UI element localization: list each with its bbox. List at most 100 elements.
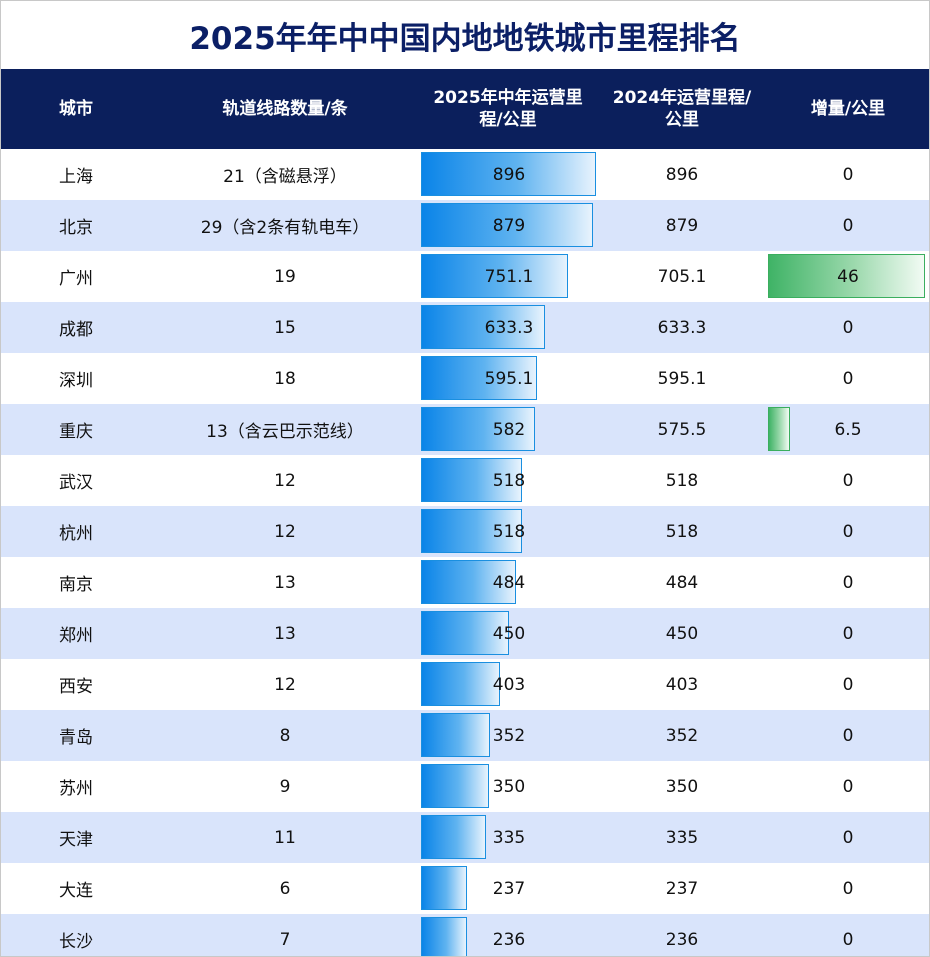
km2025-label: 350 <box>492 776 526 797</box>
km2025-label: 518 <box>492 470 526 491</box>
increase-cell: 0 <box>842 623 854 644</box>
km2025-label: 582 <box>492 419 526 440</box>
lines-cell: 19 <box>274 266 296 287</box>
table-title: 2025年年中中国内地地铁城市里程排名 <box>189 20 741 57</box>
km2024-cell: 518 <box>665 521 699 542</box>
table-row: 苏州 9 350 350 0 <box>1 761 929 812</box>
header-km2025: 2025年中年运营里 程/公里 <box>419 69 597 149</box>
km2025-bar <box>421 764 489 808</box>
km2025-bar <box>421 866 467 910</box>
city-cell: 重庆 <box>59 422 93 442</box>
header-km2025-line2: 程/公里 <box>479 110 537 130</box>
city-cell: 大连 <box>59 881 93 901</box>
city-cell: 深圳 <box>59 371 93 391</box>
km2024-cell: 879 <box>665 215 699 236</box>
city-cell: 长沙 <box>59 932 93 952</box>
lines-cell: 29（含2条有轨电车） <box>200 218 370 238</box>
km2025-label: 335 <box>492 827 526 848</box>
header-city-label: 城市 <box>59 99 93 119</box>
increase-cell: 0 <box>842 368 854 389</box>
increase-cell: 0 <box>842 215 854 236</box>
header-lines-label: 轨道线路数量/条 <box>222 99 348 119</box>
lines-cell: 7 <box>279 929 291 950</box>
lines-cell: 21（含磁悬浮） <box>223 167 347 187</box>
lines-cell: 6 <box>279 878 291 899</box>
km2024-cell: 335 <box>665 827 699 848</box>
km2024-cell: 450 <box>665 623 699 644</box>
km2025-bar <box>421 917 467 956</box>
increase-cell: 0 <box>842 878 854 899</box>
table-row: 青岛 8 352 352 0 <box>1 710 929 761</box>
increase-cell: 0 <box>842 470 854 491</box>
increase-cell: 0 <box>842 725 854 746</box>
km2025-bar <box>421 560 516 604</box>
increase-cell: 0 <box>842 317 854 338</box>
km2025-label: 403 <box>492 674 526 695</box>
km2025-bar <box>421 356 537 400</box>
km2025-label: 237 <box>492 878 526 899</box>
table-row: 广州 19 751.1 705.1 46 <box>1 251 929 302</box>
table-row: 大连 6 237 237 0 <box>1 863 929 914</box>
header-km2024-line1: 2024年运营里程/ <box>612 88 752 108</box>
city-cell: 武汉 <box>59 473 93 493</box>
city-cell: 广州 <box>59 269 93 289</box>
km2025-label: 236 <box>492 929 526 950</box>
km2025-label: 484 <box>492 572 526 593</box>
lines-cell: 9 <box>279 776 291 797</box>
header-increase: 增量/公里 <box>767 69 929 149</box>
header-km2024-line2: 公里 <box>665 110 699 130</box>
increase-bar <box>768 254 925 298</box>
km2025-bar <box>421 203 593 247</box>
km2024-cell: 352 <box>665 725 699 746</box>
km2024-cell: 518 <box>665 470 699 491</box>
table-row: 深圳 18 595.1 595.1 0 <box>1 353 929 404</box>
km2025-bar <box>421 305 545 349</box>
header-km2024: 2024年运营里程/ 公里 <box>597 69 767 149</box>
km2025-label: 879 <box>492 215 526 236</box>
header-increase-label: 增量/公里 <box>810 99 886 119</box>
km2024-cell: 350 <box>665 776 699 797</box>
km2024-cell: 575.5 <box>657 419 707 440</box>
lines-cell: 12 <box>274 521 296 542</box>
table-row: 南京 13 484 484 0 <box>1 557 929 608</box>
lines-cell: 15 <box>274 317 296 338</box>
km2024-cell: 595.1 <box>657 368 707 389</box>
table-row: 天津 11 335 335 0 <box>1 812 929 863</box>
table-header: 城市 轨道线路数量/条 2025年中年运营里 程/公里 2024年运营里程/ 公… <box>1 69 929 149</box>
increase-cell: 0 <box>842 929 854 950</box>
km2025-label: 450 <box>492 623 526 644</box>
km2024-cell: 705.1 <box>657 266 707 287</box>
increase-cell: 0 <box>842 674 854 695</box>
km2025-label: 518 <box>492 521 526 542</box>
km2024-cell: 896 <box>665 164 699 185</box>
increase-cell: 0 <box>842 521 854 542</box>
table-row: 武汉 12 518 518 0 <box>1 455 929 506</box>
city-cell: 上海 <box>59 167 93 187</box>
km2025-bar <box>421 152 596 196</box>
table-row: 西安 12 403 403 0 <box>1 659 929 710</box>
increase-cell: 6.5 <box>834 419 862 440</box>
lines-cell: 13 <box>274 572 296 593</box>
lines-cell: 8 <box>279 725 291 746</box>
lines-cell: 13 <box>274 623 296 644</box>
km2025-bar <box>421 509 522 553</box>
city-cell: 郑州 <box>59 626 93 646</box>
km2025-bar <box>421 713 490 757</box>
header-lines: 轨道线路数量/条 <box>151 69 419 149</box>
km2024-cell: 237 <box>665 878 699 899</box>
table-row: 上海 21（含磁悬浮） 896 896 0 <box>1 149 929 200</box>
lines-cell: 13（含云巴示范线） <box>206 422 364 442</box>
city-cell: 青岛 <box>59 728 93 748</box>
table-row: 成都 15 633.3 633.3 0 <box>1 302 929 353</box>
increase-cell: 0 <box>842 572 854 593</box>
lines-cell: 12 <box>274 674 296 695</box>
city-cell: 西安 <box>59 677 93 697</box>
header-city: 城市 <box>1 69 151 149</box>
km2025-label: 751.1 <box>484 266 534 287</box>
lines-cell: 18 <box>274 368 296 389</box>
increase-cell: 0 <box>842 164 854 185</box>
lines-cell: 12 <box>274 470 296 491</box>
city-cell: 苏州 <box>59 779 93 799</box>
city-cell: 南京 <box>59 575 93 595</box>
